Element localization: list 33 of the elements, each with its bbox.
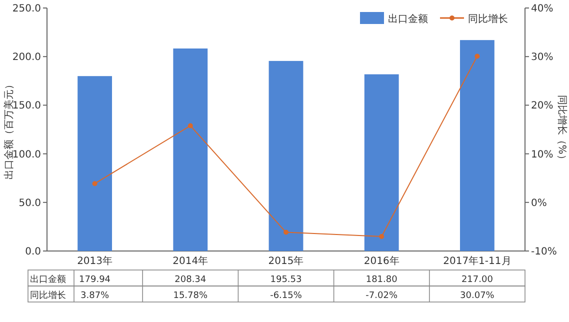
y2tick: 40% bbox=[531, 4, 554, 14]
legend: 出口金额 bbox=[388, 14, 428, 25]
ytick: 250.0 bbox=[12, 4, 41, 14]
xtick: 2014年 bbox=[172, 256, 208, 267]
xtick: 2015年 bbox=[268, 256, 304, 267]
legend: 同比增长 bbox=[468, 14, 508, 25]
table-cell: -6.15% bbox=[270, 291, 302, 301]
y2tick: 0% bbox=[531, 198, 547, 209]
table-rowname: 同比增长 bbox=[30, 291, 66, 301]
y2tick: 20% bbox=[531, 100, 554, 112]
ytick: 100.0 bbox=[12, 149, 41, 160]
table-cell: 3.87% bbox=[80, 291, 110, 301]
table-cell: 195.53 bbox=[270, 275, 302, 285]
table-cell: 217.00 bbox=[461, 275, 493, 285]
xtick: 2016年 bbox=[364, 256, 400, 267]
y2tick: -10% bbox=[531, 246, 557, 258]
table-cell: 30.07% bbox=[460, 291, 494, 301]
table-cell: 208.34 bbox=[174, 275, 206, 285]
table-rowname: 出口金额 bbox=[30, 275, 66, 285]
ytick: 0.0 bbox=[25, 246, 41, 258]
table-cell: -7.02% bbox=[366, 291, 398, 301]
xtick: 2013年 bbox=[77, 256, 113, 267]
ytick: 150.0 bbox=[12, 100, 41, 112]
y2tick: 10% bbox=[531, 149, 554, 160]
table-cell: 15.78% bbox=[173, 291, 208, 301]
ytick: 200.0 bbox=[12, 52, 41, 64]
y2label: 同比增长（%） bbox=[556, 94, 567, 164]
xtick: 2017年1-11月 bbox=[443, 256, 512, 267]
ytick: 50.0 bbox=[18, 198, 41, 209]
y2tick: 30% bbox=[531, 52, 554, 64]
table-cell: 179.94 bbox=[79, 275, 111, 285]
table-cell: 181.80 bbox=[366, 275, 398, 285]
ylabel: 出口金额（百万美元） bbox=[4, 80, 15, 180]
